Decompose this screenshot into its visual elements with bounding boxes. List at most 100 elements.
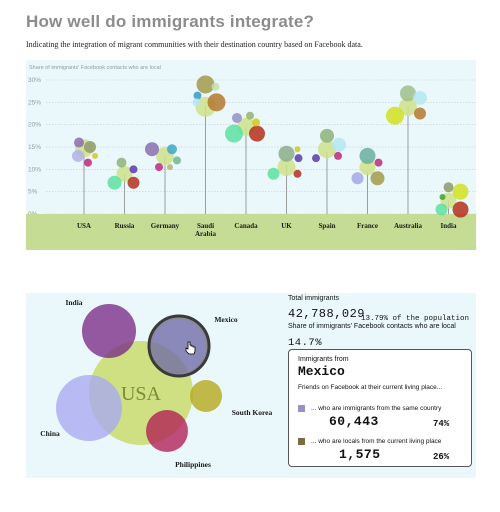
- origin-bubble[interactable]: [374, 158, 383, 167]
- origin-bubble[interactable]: [277, 158, 296, 177]
- origin-bubble[interactable]: [414, 107, 426, 120]
- origin-bubble[interactable]: [267, 167, 280, 180]
- origin-bubble[interactable]: [439, 194, 446, 201]
- origin-bubble-philippines[interactable]: [146, 410, 188, 452]
- origin-label: India: [65, 298, 82, 307]
- origin-bubble[interactable]: [293, 169, 302, 178]
- origin-bubble[interactable]: [84, 158, 92, 167]
- origin-bubble[interactable]: [320, 128, 334, 143]
- origin-bubble[interactable]: [246, 111, 254, 120]
- country-group-australia[interactable]: Australia: [386, 85, 427, 230]
- scatter-chart-panel: Share of immigrants' Facebook contacts w…: [26, 60, 476, 250]
- y-tick-label: 25%: [28, 99, 41, 106]
- country-group-uk[interactable]: UK: [267, 145, 303, 230]
- origin-bubble[interactable]: [435, 203, 448, 216]
- origin-bubble[interactable]: [452, 183, 469, 200]
- origin-bubble[interactable]: [129, 165, 138, 174]
- locals-pct: 26%: [433, 452, 450, 462]
- origin-bubble[interactable]: [116, 157, 127, 168]
- x-tick-label: Australia: [394, 222, 423, 230]
- origin-bubble[interactable]: [84, 141, 96, 153]
- origin-bubble[interactable]: [351, 172, 364, 185]
- origin-bubble[interactable]: [252, 118, 260, 127]
- x-tick-label: USA: [77, 222, 91, 230]
- total-immigrants-value: 42,788,029: [288, 307, 366, 321]
- origin-bubble[interactable]: [192, 98, 201, 107]
- origin-bubble[interactable]: [167, 144, 177, 155]
- origin-bubble[interactable]: [294, 146, 301, 153]
- origin-bubble[interactable]: [173, 156, 181, 165]
- origin-bubble[interactable]: [74, 137, 84, 148]
- x-tick-label: Canada: [234, 222, 258, 230]
- origin-bubble[interactable]: [127, 176, 140, 189]
- locals-value: 1,575: [339, 447, 381, 462]
- country-group-germany[interactable]: Germany: [145, 142, 181, 230]
- y-tick-label: 5%: [28, 189, 38, 196]
- origin-bubble[interactable]: [72, 149, 84, 162]
- origin-bubble-india[interactable]: [82, 304, 136, 358]
- country-group-india[interactable]: India: [435, 182, 469, 230]
- origin-bubble[interactable]: [359, 147, 376, 164]
- origin-bubble[interactable]: [332, 137, 346, 152]
- origin-bubble[interactable]: [334, 151, 342, 160]
- origin-bubble[interactable]: [196, 75, 215, 94]
- origin-label: Mexico: [214, 315, 238, 324]
- origin-bubble[interactable]: [92, 152, 98, 159]
- locals-label: ... who are locals from the current livi…: [311, 438, 442, 445]
- origin-detail-card: Immigrants from Mexico Friends on Facebo…: [288, 349, 472, 467]
- origin-bubble[interactable]: [278, 145, 295, 162]
- y-tick-label: 10%: [28, 166, 41, 173]
- origin-label: China: [40, 429, 60, 438]
- origin-bubble[interactable]: [443, 182, 454, 193]
- country-group-usa[interactable]: USA: [72, 137, 98, 230]
- origin-bubble[interactable]: [193, 91, 202, 100]
- selection-ring: [151, 318, 207, 374]
- origin-bubble[interactable]: [225, 124, 243, 143]
- origin-bubble[interactable]: [386, 106, 404, 125]
- origin-bubble-mexico[interactable]: [147, 314, 211, 378]
- origin-bubble[interactable]: [232, 112, 242, 123]
- x-tick-label: Germany: [151, 222, 180, 230]
- y-axis-label: Share of immigrants' Facebook contacts w…: [29, 65, 161, 71]
- origin-bubble[interactable]: [294, 154, 303, 163]
- country-group-canada[interactable]: Canada: [225, 111, 265, 230]
- scatter-chart: Share of immigrants' Facebook contacts w…: [26, 65, 476, 250]
- bubble-panel: USA India Mexico South Korea Philippines Chin…: [26, 293, 476, 478]
- y-tick-label: 30%: [28, 77, 41, 84]
- origin-bubble[interactable]: [370, 171, 385, 186]
- origin-bubble[interactable]: [413, 90, 427, 105]
- same-country-label: ... who are immigrants from the same cou…: [311, 405, 442, 412]
- x-tick-label: Arabia: [195, 230, 217, 238]
- hand-cursor-icon: [185, 341, 196, 355]
- origin-bubble[interactable]: [400, 85, 416, 102]
- ground-band: [26, 214, 476, 250]
- country-group-spain[interactable]: Spain: [312, 128, 346, 230]
- origin-bubble[interactable]: [145, 142, 159, 157]
- origin-bubble[interactable]: [318, 140, 336, 159]
- origin-bubble-south-korea[interactable]: [190, 380, 222, 412]
- locals-swatch: [298, 438, 305, 445]
- origin-bubble[interactable]: [207, 93, 226, 112]
- origin-bubble[interactable]: [359, 159, 376, 176]
- origin-bubble[interactable]: [399, 97, 417, 116]
- origin-label: South Korea: [232, 408, 273, 417]
- origin-bubble[interactable]: [116, 165, 133, 182]
- country-group-france[interactable]: France: [351, 147, 385, 230]
- origin-bubble-china[interactable]: [56, 375, 122, 441]
- origin-bubble[interactable]: [312, 154, 320, 163]
- origin-bubble[interactable]: [211, 82, 220, 91]
- origin-bubble[interactable]: [167, 164, 173, 171]
- page-title: How well do immigrants integrate?: [26, 12, 315, 31]
- origin-bubble[interactable]: [249, 125, 265, 142]
- origin-bubble[interactable]: [155, 163, 163, 172]
- origin-country-name: Mexico: [298, 364, 345, 379]
- origin-bubble[interactable]: [452, 201, 469, 218]
- x-tick-label: France: [357, 222, 378, 230]
- origin-bubble[interactable]: [107, 175, 122, 190]
- country-group-russia[interactable]: Russia: [107, 157, 140, 230]
- x-tick-label: UK: [281, 222, 292, 230]
- local-share-label: Share of immigrants' Facebook contacts w…: [288, 323, 456, 330]
- x-tick-label: India: [441, 222, 457, 230]
- immigrants-from-label: Immigrants from: [298, 356, 349, 363]
